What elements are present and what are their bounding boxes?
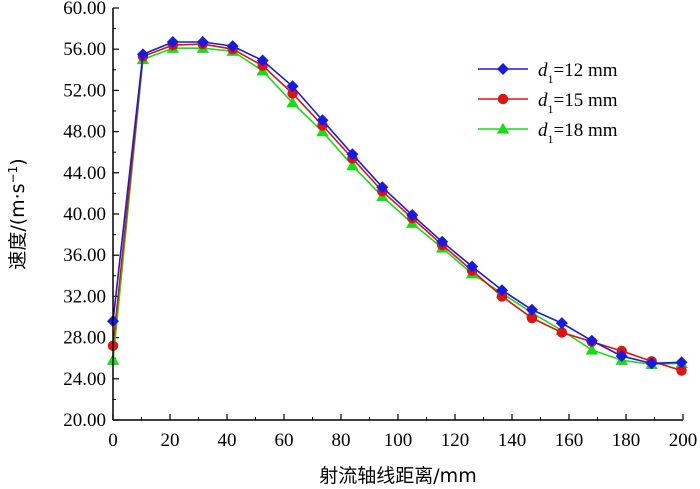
x-axis-title: 射流轴线距离/mm	[319, 465, 476, 487]
legend-entry: d1=15 mm	[478, 90, 618, 116]
legend-label: d1=18 mm	[538, 120, 618, 146]
data-point	[316, 125, 329, 137]
data-point	[286, 80, 299, 93]
legend-var: d	[538, 120, 548, 141]
y-tick-label: 36.00	[63, 245, 106, 266]
data-point	[615, 350, 628, 363]
y-axis-title-suffix: )	[7, 158, 29, 165]
data-point	[645, 357, 658, 370]
legend-var: d	[538, 90, 548, 111]
legend-label: d1=15 mm	[538, 90, 618, 116]
data-point	[496, 291, 508, 302]
x-tick-label: 200	[669, 430, 698, 451]
data-point	[585, 343, 598, 355]
data-point	[466, 260, 479, 273]
legend-marker	[497, 63, 509, 75]
legend-rest: =12 mm	[554, 60, 618, 81]
y-axis-title: 速度/(m·s−1)	[6, 158, 29, 269]
x-tick-label: 180	[612, 430, 641, 451]
y-tick-label: 48.00	[63, 122, 106, 143]
data-point	[346, 148, 359, 161]
legend-rest: =15 mm	[554, 90, 618, 111]
data-point	[555, 317, 568, 330]
legend-entry: d1=18 mm	[478, 120, 618, 146]
data-point	[436, 235, 449, 248]
data-point	[496, 284, 509, 297]
legend-var: d	[538, 60, 548, 81]
tick-labels: 20.00 24.00 28.00 32.00 36.00 40.00 44.00 48.00…	[63, 0, 697, 451]
y-axis-title-sup: −1	[6, 166, 20, 184]
data-point	[226, 40, 239, 53]
legend-label: d1=12 mm	[538, 60, 618, 86]
data-point	[525, 303, 538, 316]
series-group	[106, 35, 688, 376]
y-axis-title-prefix: 速度/(m·s	[7, 183, 29, 269]
data-point	[585, 334, 598, 347]
legend-marker	[496, 122, 510, 134]
data-point	[136, 48, 149, 61]
y-tick-label: 56.00	[63, 39, 106, 60]
legend-marker	[497, 93, 509, 105]
y-tick-label: 24.00	[63, 369, 106, 390]
y-tick-label: 28.00	[63, 328, 106, 349]
x-tick-label: 0	[108, 430, 118, 451]
y-tick-label: 32.00	[63, 286, 106, 307]
x-tick-label: 20	[161, 430, 180, 451]
legend-sub: 1	[548, 72, 554, 86]
x-tick-label: 80	[332, 430, 351, 451]
legend-sub: 1	[548, 102, 554, 116]
data-point	[406, 209, 419, 222]
data-point	[556, 327, 568, 338]
data-point	[376, 181, 389, 194]
data-point	[287, 88, 298, 99]
data-point	[675, 356, 688, 369]
x-tick-label: 140	[498, 430, 527, 451]
x-tick-label: 60	[275, 430, 294, 451]
legend-entry: d1=12 mm	[478, 60, 618, 86]
series-1	[107, 35, 688, 370]
y-tick-label: 40.00	[63, 204, 106, 225]
legend-sub: 1	[548, 132, 554, 146]
x-tick-label: 40	[218, 430, 237, 451]
series-line	[112, 47, 682, 366]
x-tick-label: 120	[441, 430, 470, 451]
axes	[112, 8, 683, 421]
x-tick-label: 160	[555, 430, 584, 451]
x-tick-label: 100	[384, 430, 413, 451]
y-tick-label: 60.00	[63, 0, 106, 19]
y-tick-label: 52.00	[63, 80, 106, 101]
data-point	[526, 312, 538, 324]
data-point	[316, 114, 329, 127]
data-point	[346, 159, 359, 171]
data-point	[676, 365, 687, 376]
legend-rest: =18 mm	[554, 120, 618, 141]
data-point	[196, 35, 209, 48]
y-tick-label: 20.00	[63, 410, 106, 431]
y-tick-label: 44.00	[63, 163, 106, 184]
data-point	[166, 35, 179, 48]
data-point	[256, 54, 269, 67]
data-point	[286, 96, 299, 108]
